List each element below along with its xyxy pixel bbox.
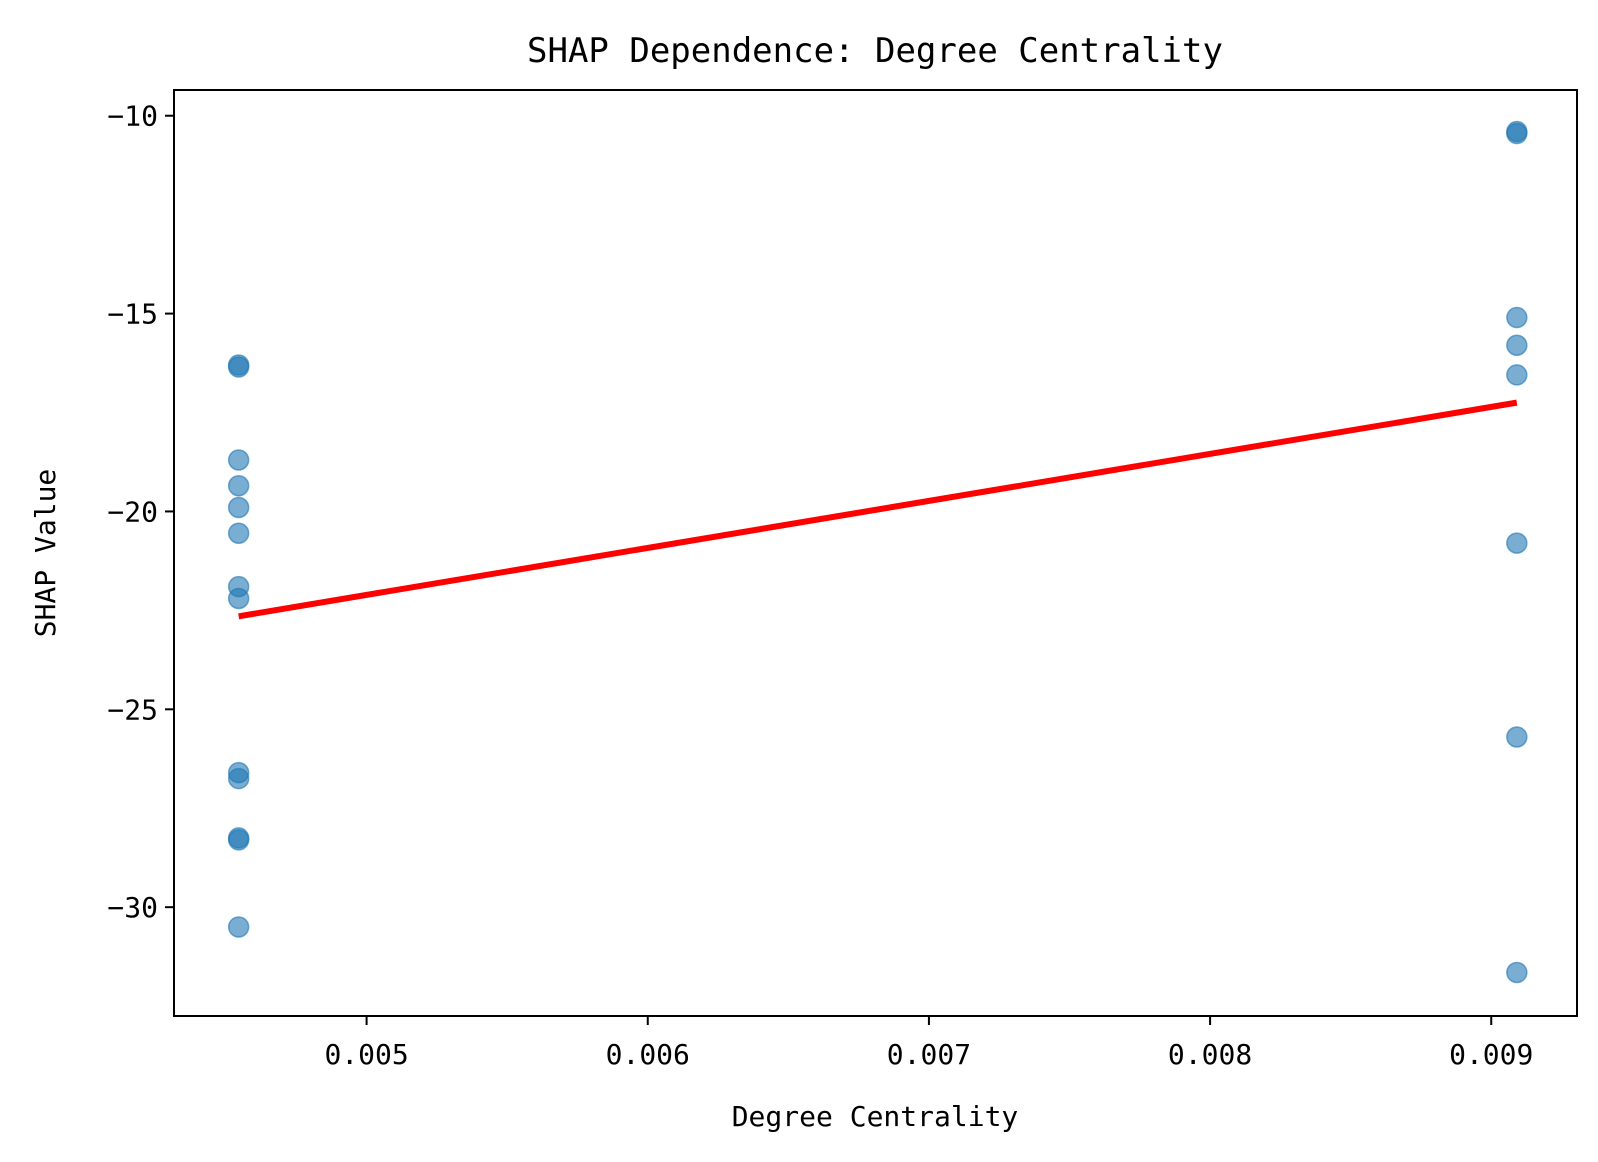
scatter-point bbox=[1506, 532, 1528, 554]
scatter-point bbox=[1506, 334, 1528, 356]
x-tick-label: 0.009 bbox=[1449, 1038, 1533, 1071]
scatter-point bbox=[227, 916, 250, 938]
scatter-point bbox=[1506, 364, 1528, 386]
x-tick-label: 0.006 bbox=[606, 1038, 690, 1071]
x-axis: 0.005 0.006 0.007 0.008 0.009 bbox=[324, 1016, 1533, 1071]
y-tick-label: −30 bbox=[107, 891, 158, 924]
y-axis-label: SHAP Value bbox=[29, 469, 62, 638]
x-tick-label: 0.007 bbox=[887, 1038, 971, 1071]
trend-line bbox=[238, 399, 1518, 620]
chart-title: SHAP Dependence: Degree Centrality bbox=[527, 31, 1223, 71]
axes-frame bbox=[173, 89, 1578, 1017]
scatter-point bbox=[227, 829, 250, 851]
y-tick-label: −15 bbox=[107, 298, 158, 331]
scatter-point bbox=[227, 587, 250, 610]
scatter-point bbox=[227, 356, 250, 378]
y-tick-label: −25 bbox=[107, 693, 158, 726]
scatter-point bbox=[1506, 961, 1528, 984]
scatter-point bbox=[227, 474, 250, 497]
scatter-point bbox=[1506, 306, 1528, 329]
x-tick-label: 0.008 bbox=[1168, 1038, 1252, 1071]
scatter-point bbox=[1506, 122, 1528, 145]
x-tick-label: 0.005 bbox=[324, 1038, 408, 1071]
scatter-point bbox=[227, 496, 250, 519]
x-axis-label: Degree Centrality bbox=[732, 1100, 1019, 1133]
y-axis: −10 −15 −20 −25 −30 bbox=[107, 100, 174, 924]
y-tick-label: −20 bbox=[107, 495, 158, 528]
scatter-point bbox=[227, 767, 250, 790]
y-tick-label: −10 bbox=[107, 100, 158, 133]
plot-area bbox=[227, 120, 1528, 984]
scatter-point bbox=[227, 449, 250, 471]
scatter-point bbox=[227, 522, 250, 544]
scatter-point bbox=[1506, 726, 1528, 748]
